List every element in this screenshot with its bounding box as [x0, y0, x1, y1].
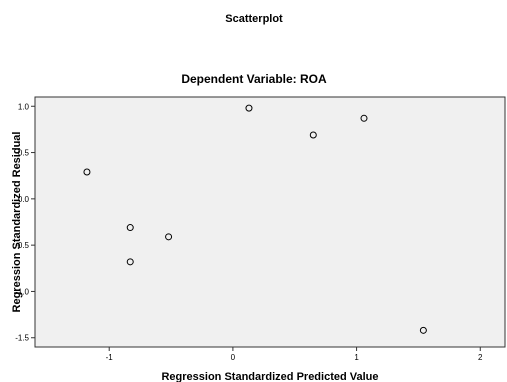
y-tick-label: 0.0: [18, 195, 30, 204]
data-point: [126, 258, 134, 266]
x-tick-label: 2: [478, 353, 483, 362]
data-point: [360, 114, 368, 122]
data-point: [245, 104, 253, 112]
plot-area: [34, 96, 506, 348]
y-tick-label: 1.0: [18, 102, 30, 111]
y-tick-label: 0.5: [18, 149, 30, 158]
x-tick-label: -1: [106, 353, 114, 362]
y-tick-label: -1.5: [15, 334, 29, 343]
y-axis-label: Regression Standardized Residual: [11, 132, 23, 313]
y-tick-label: -0.5: [15, 241, 29, 250]
data-point: [83, 168, 91, 176]
x-axis-label: Regression Standardized Predicted Value: [161, 371, 378, 382]
chart-title: Scatterplot: [225, 13, 283, 25]
x-tick-label: 1: [354, 353, 359, 362]
data-point: [419, 326, 427, 334]
data-point: [165, 233, 173, 241]
data-point: [309, 131, 317, 139]
x-tick-label: 0: [231, 353, 236, 362]
data-point: [126, 224, 134, 232]
y-tick-label: -1.0: [15, 287, 29, 296]
chart-subtitle: Dependent Variable: ROA: [181, 72, 327, 86]
